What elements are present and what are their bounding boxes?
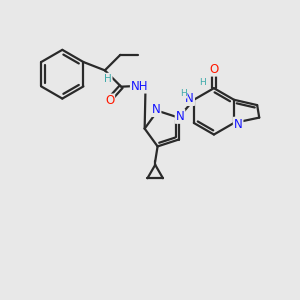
Text: N: N: [234, 118, 242, 130]
Text: NH: NH: [131, 80, 148, 93]
Text: N: N: [152, 103, 161, 116]
Text: O: O: [209, 63, 218, 76]
Text: N: N: [176, 110, 184, 123]
Text: H: H: [104, 74, 112, 84]
Text: H: H: [199, 78, 206, 87]
Text: H: H: [180, 89, 187, 98]
Text: N: N: [185, 92, 194, 105]
Text: O: O: [105, 94, 114, 107]
